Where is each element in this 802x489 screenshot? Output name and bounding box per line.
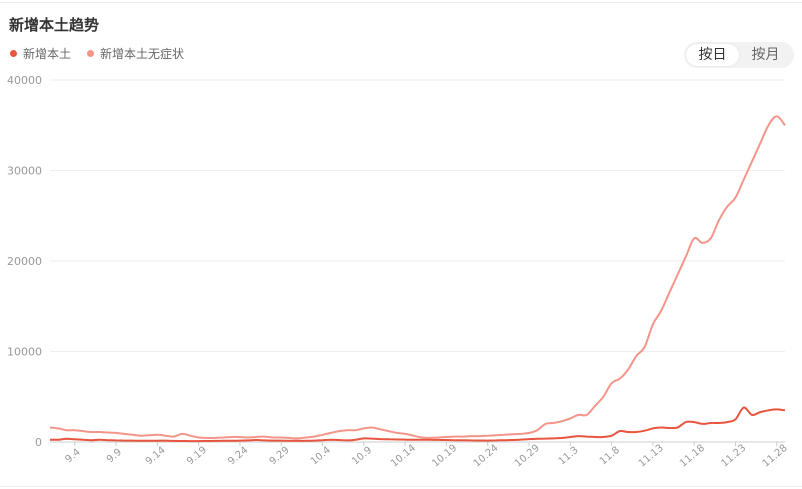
x-tick-label: 11.23 bbox=[719, 443, 748, 470]
legend-item-confirmed[interactable]: 新增本土 bbox=[10, 45, 71, 62]
y-tick-label: 30000 bbox=[7, 165, 42, 178]
x-tick-label: 9.24 bbox=[226, 445, 250, 468]
toggle-by-day-button[interactable]: 按日 bbox=[686, 44, 739, 66]
x-tick-label: 11.28 bbox=[761, 443, 790, 470]
legend-item-asymptomatic[interactable]: 新增本土无症状 bbox=[87, 45, 184, 62]
y-tick-label: 0 bbox=[35, 436, 42, 449]
series-line-confirmed bbox=[49, 406, 786, 443]
y-tick-label: 20000 bbox=[7, 255, 42, 268]
legend-dot-asymptomatic bbox=[87, 50, 95, 57]
page-title: 新增本土趋势 bbox=[9, 16, 100, 34]
x-tick-label: 9.29 bbox=[268, 445, 292, 468]
chart-legend: 新增本土 新增本土无症状 bbox=[10, 45, 200, 62]
legend-dot-confirmed bbox=[10, 50, 17, 57]
x-tick-label: 10.24 bbox=[472, 443, 501, 470]
period-toggle: 按日 按月 bbox=[684, 42, 794, 68]
toggle-by-month-button[interactable]: 按月 bbox=[751, 47, 780, 63]
y-tick-label: 40000 bbox=[7, 74, 42, 87]
x-tick-label: 11.18 bbox=[678, 443, 707, 470]
x-tick-label: 10.29 bbox=[513, 443, 542, 470]
bottom-divider bbox=[0, 486, 802, 487]
x-tick-label: 10.14 bbox=[389, 443, 418, 470]
x-tick-label: 9.4 bbox=[64, 447, 83, 466]
legend-label-confirmed: 新增本土 bbox=[23, 47, 72, 61]
y-tick-label: 10000 bbox=[7, 346, 42, 359]
x-tick-label: 9.9 bbox=[105, 447, 124, 466]
x-tick-label: 10.19 bbox=[430, 443, 459, 470]
top-divider bbox=[0, 2, 802, 3]
x-tick-label: 9.14 bbox=[144, 445, 168, 468]
series-line-asymptomatic bbox=[49, 115, 786, 440]
x-tick-label: 11.13 bbox=[637, 443, 666, 470]
x-tick-label: 11.3 bbox=[557, 445, 581, 468]
x-tick-label: 9.19 bbox=[185, 445, 209, 468]
x-tick-label: 10.4 bbox=[309, 445, 333, 468]
x-tick-label: 11.8 bbox=[598, 445, 622, 468]
legend-label-asymptomatic: 新增本土无症状 bbox=[100, 47, 185, 61]
x-tick-label: 10.9 bbox=[350, 445, 374, 468]
